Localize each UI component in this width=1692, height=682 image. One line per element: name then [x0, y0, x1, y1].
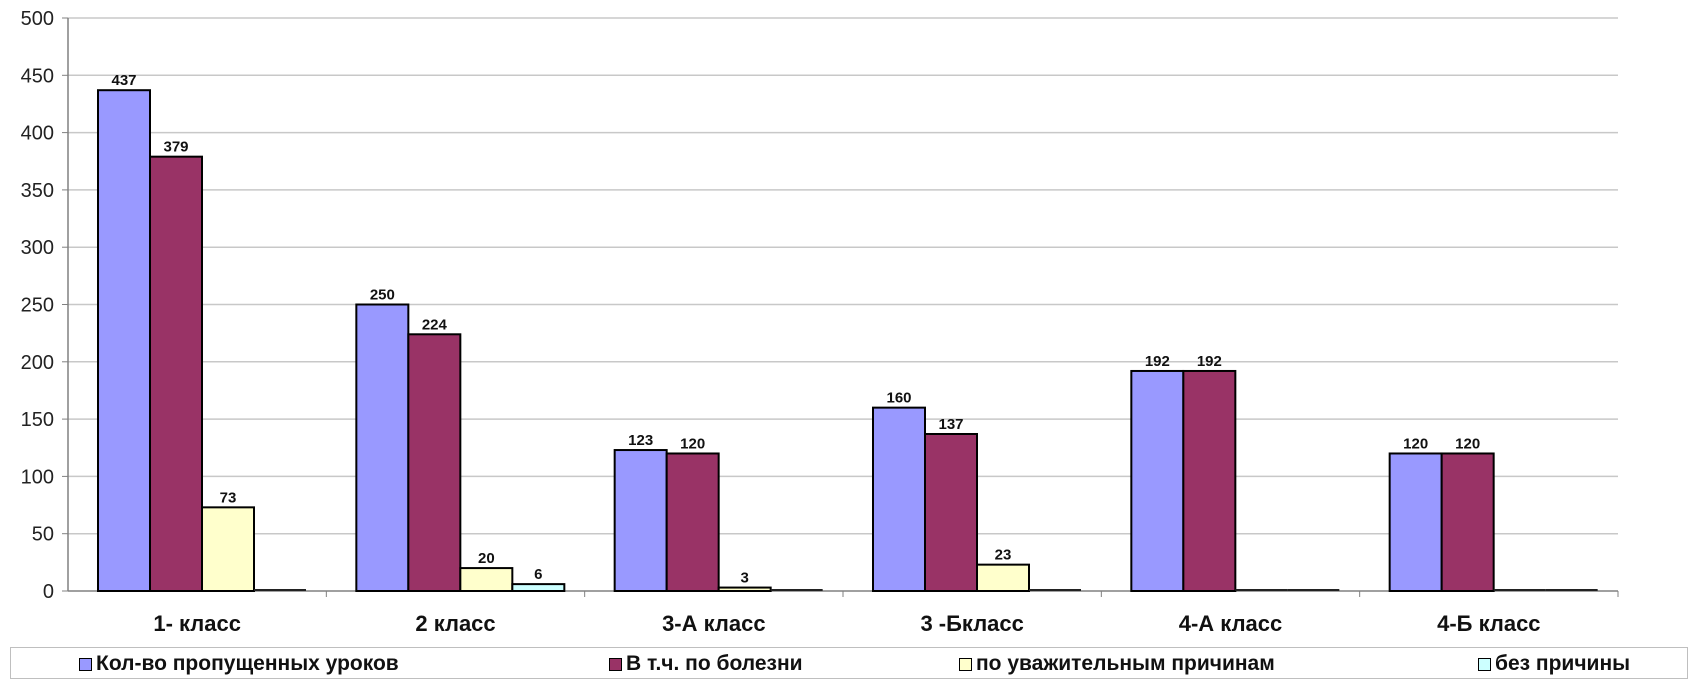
y-tick-label: 100	[21, 466, 54, 488]
axes: 0 50 100 150 200 250 300 350 400 450 500 1- класс 2 …	[21, 8, 1619, 636]
x-tick-label: 4-А класс	[1179, 611, 1283, 636]
data-label: 3	[740, 570, 748, 587]
y-tick-label: 500	[21, 8, 54, 30]
legend-swatch-1	[609, 657, 622, 671]
legend: Кол-во пропущенных уроков В т.ч. по боле…	[10, 647, 1688, 679]
y-tick-label: 0	[43, 581, 54, 603]
bar	[355, 303, 410, 592]
bars	[97, 89, 1598, 593]
data-label: 160	[886, 390, 911, 407]
bar	[1388, 452, 1443, 593]
data-label: 379	[163, 139, 188, 156]
bar	[976, 563, 1030, 593]
y-tick-label: 400	[21, 123, 54, 145]
bar	[1440, 452, 1495, 593]
data-label: 6	[534, 566, 542, 583]
data-label: 120	[1403, 435, 1428, 452]
data-labels: 437 379 73 250 224 20 6 123 120 3 160 137 23 192 192 12…	[111, 72, 1480, 586]
x-tick-label: 3 -Бкласс	[920, 611, 1023, 636]
data-label: 224	[422, 316, 448, 333]
data-label: 120	[1455, 435, 1480, 452]
legend-swatch-2	[959, 657, 972, 671]
data-label: 192	[1197, 353, 1222, 370]
y-tick-label: 450	[21, 65, 54, 87]
legend-swatch-0	[79, 657, 92, 671]
data-label: 192	[1145, 353, 1170, 370]
bar	[407, 333, 462, 592]
x-tick-label: 2 класс	[415, 611, 495, 636]
x-tick-label: 1- класс	[153, 611, 241, 636]
legend-label-3: без причины	[1495, 652, 1631, 675]
bar	[717, 586, 772, 593]
data-label: 123	[628, 432, 653, 449]
legend-item-0: Кол-во пропущенных уроков	[79, 651, 399, 677]
x-tick-label: 4-Б класс	[1437, 611, 1540, 636]
bar	[770, 589, 823, 591]
bar	[1130, 369, 1185, 592]
gridlines	[68, 17, 1618, 535]
bar	[201, 506, 255, 593]
y-tick-label: 350	[21, 180, 54, 202]
y-tick-label: 200	[21, 352, 54, 374]
data-label: 250	[370, 287, 395, 304]
legend-item-1: В т.ч. по болезни	[609, 651, 803, 677]
legend-label-0: Кол-во пропущенных уроков	[96, 652, 399, 675]
bar	[1235, 589, 1288, 591]
bar	[1545, 589, 1598, 591]
bar	[924, 432, 978, 592]
bar	[97, 89, 151, 592]
legend-item-2: по уважительным причинам	[959, 651, 1275, 677]
y-tick-label: 150	[21, 409, 54, 431]
bar	[872, 406, 926, 593]
bar	[1182, 369, 1237, 592]
bar	[1029, 589, 1081, 591]
bar	[613, 449, 668, 592]
legend-item-3: без причины	[1478, 651, 1630, 677]
legend-label-1: В т.ч. по болезни	[626, 652, 803, 675]
bar	[1287, 589, 1340, 591]
x-tick-label: 3-А класс	[662, 611, 766, 636]
data-label: 20	[478, 550, 495, 567]
data-label: 120	[680, 435, 705, 452]
y-tick-label: 300	[21, 237, 54, 259]
bar	[1493, 589, 1546, 591]
data-label: 23	[995, 547, 1012, 564]
data-label: 437	[111, 72, 136, 89]
y-tick-label: 50	[32, 524, 54, 546]
bar	[459, 567, 514, 593]
bar	[665, 452, 720, 593]
data-label: 137	[938, 416, 963, 433]
bar	[254, 589, 306, 591]
data-label: 73	[220, 489, 237, 506]
bar	[511, 583, 566, 593]
legend-label-2: по уважительным причинам	[976, 652, 1275, 675]
bar	[149, 155, 203, 593]
y-tick-label: 250	[21, 295, 54, 317]
legend-swatch-3	[1478, 657, 1491, 671]
